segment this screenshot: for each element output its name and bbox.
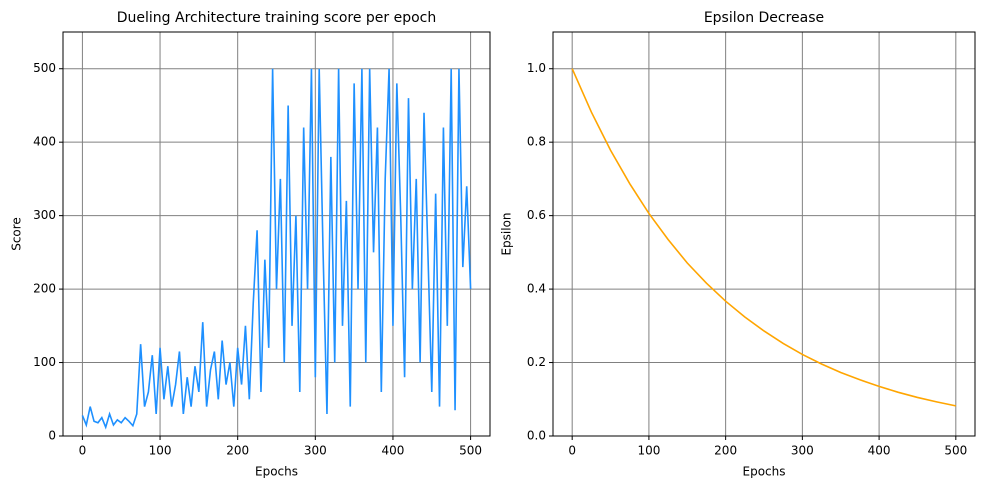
x-tick-label: 0 xyxy=(79,444,87,458)
y-tick-label: 300 xyxy=(33,208,56,222)
y-tick-label: 0.0 xyxy=(527,429,546,443)
x-tick-label: 100 xyxy=(149,444,172,458)
y-tick-label: 0.4 xyxy=(527,282,546,296)
y-tick-label: 0.8 xyxy=(527,135,546,149)
x-tick-label: 100 xyxy=(637,444,660,458)
x-tick-label: 300 xyxy=(791,444,814,458)
x-tick-label: 400 xyxy=(868,444,891,458)
x-axis-label: Epochs xyxy=(255,465,298,479)
chart-title: Dueling Architecture training score per … xyxy=(117,10,437,26)
line xyxy=(571,68,956,407)
y-axis-label: Score xyxy=(10,217,24,251)
chart-title: Epsilon Decrease xyxy=(704,10,824,26)
x-tick-label: 400 xyxy=(382,444,405,458)
y-tick-label: 500 xyxy=(33,61,56,75)
x-tick-label: 200 xyxy=(226,444,249,458)
x-tick-label: 0 xyxy=(568,444,576,458)
y-tick-label: 0.2 xyxy=(527,355,546,369)
x-tick-label: 500 xyxy=(944,444,967,458)
y-axis-label: Epsilon xyxy=(500,212,514,255)
plot-frame xyxy=(62,31,491,437)
line xyxy=(81,68,472,430)
y-tick-label: 400 xyxy=(33,135,56,149)
y-tick-label: 200 xyxy=(33,282,56,296)
x-axis-label: Epochs xyxy=(743,465,786,479)
y-tick-label: 100 xyxy=(33,355,56,369)
plot-frame xyxy=(552,31,976,437)
y-tick-label: 0 xyxy=(48,429,56,443)
y-tick-label: 1.0 xyxy=(527,61,546,75)
x-tick-label: 200 xyxy=(714,444,737,458)
y-tick-label: 0.6 xyxy=(527,208,546,222)
x-tick-label: 500 xyxy=(459,444,482,458)
x-tick-label: 300 xyxy=(304,444,327,458)
